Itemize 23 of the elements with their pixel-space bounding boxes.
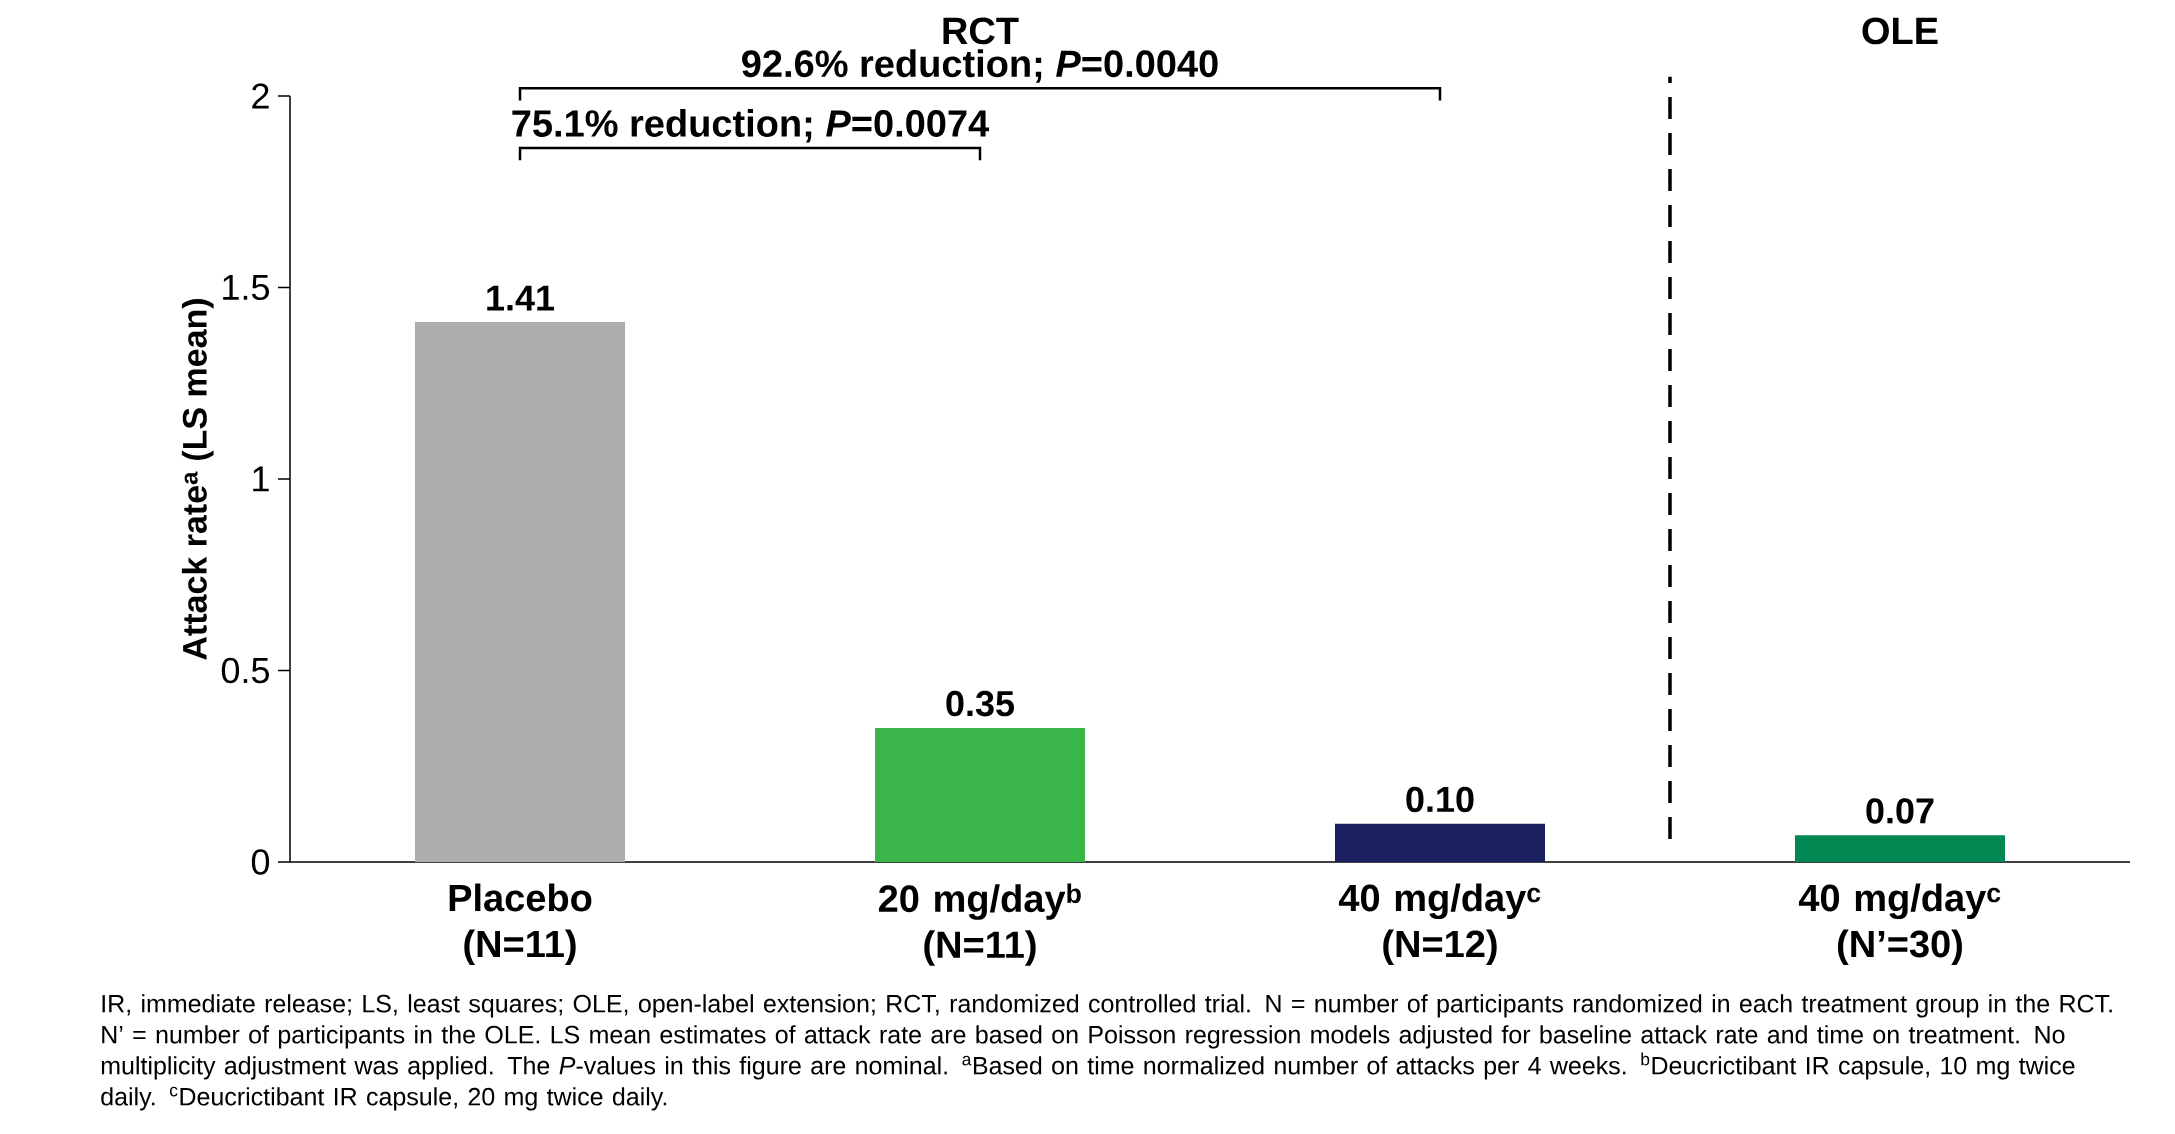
text: 92.6% reduction; P=0.0040 <box>742 49 1218 83</box>
y-tick-label: 2 <box>252 83 269 109</box>
y-tick-label: 0.5 <box>221 657 269 684</box>
data-label: 0.10 <box>1406 786 1474 813</box>
y-tick-label: 0 <box>251 849 270 875</box>
data-label: 0.35 <box>946 690 1015 717</box>
y-tick-label: 1.5 <box>223 274 269 301</box>
y-axis-title: Attack rate$^{a}$ (LS mean) <box>181 299 214 660</box>
category-label: 20 mg/day$^{b}$ (N=11) <box>878 883 1081 966</box>
text: OLE <box>1862 17 1938 45</box>
bar <box>875 727 1085 862</box>
bar <box>415 321 626 862</box>
data-label: 0.07 <box>1866 798 1934 824</box>
category-label: 40 mg/day$^{c}$ (N’=30) <box>1798 883 2001 965</box>
bar <box>1794 835 2005 862</box>
text: IR, immediate release; LS, least squares; OLE, open-label extension; RCT, randomized controlled trial. N = number of participants randomized in each treatment group in the RCT. N’ = number of participants in the OLE. LS mean estimates of attack rate are based on Poisson regression models adjusted for baseline attack rate and time on treatment. No multiplicity adjustment was applied. The P-values in this figure are nominal. $^{a}$Based on time normalized number of attacks per 4 weeks. $^{b}$Deucrictibant IR capsule, 10 mg twice daily. $^{c}$Deucrictibant IR capsule, 20 mg twice daily. <box>101 994 2112 1111</box>
y-tick-label: 1 <box>253 466 269 492</box>
annotation: 75.1% reduction; P=0.0074 <box>512 109 990 143</box>
text: RCT <box>943 17 1019 45</box>
data-label: 1.41 <box>487 285 555 311</box>
x-tick-label: Placebo (N=11) <box>449 883 592 965</box>
bar <box>1334 823 1545 862</box>
category-label: 40 mg/day$^{c}$ (N=12) <box>1338 883 1541 965</box>
